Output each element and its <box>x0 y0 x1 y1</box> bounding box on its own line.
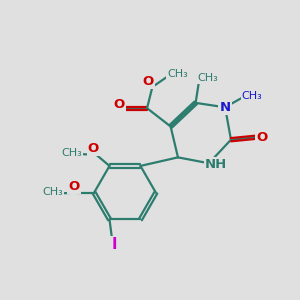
Text: O: O <box>88 142 99 155</box>
Text: O: O <box>114 98 125 111</box>
Text: NH: NH <box>205 158 227 171</box>
Text: CH₃: CH₃ <box>43 187 63 197</box>
Text: I: I <box>112 237 117 252</box>
Text: O: O <box>68 180 80 193</box>
Text: O: O <box>142 75 154 88</box>
Text: CH₃: CH₃ <box>62 148 82 158</box>
Text: CH₃: CH₃ <box>242 91 262 100</box>
Text: O: O <box>256 131 267 144</box>
Text: CH₃: CH₃ <box>167 69 188 79</box>
Text: CH₃: CH₃ <box>198 74 218 83</box>
Text: N: N <box>220 101 231 114</box>
